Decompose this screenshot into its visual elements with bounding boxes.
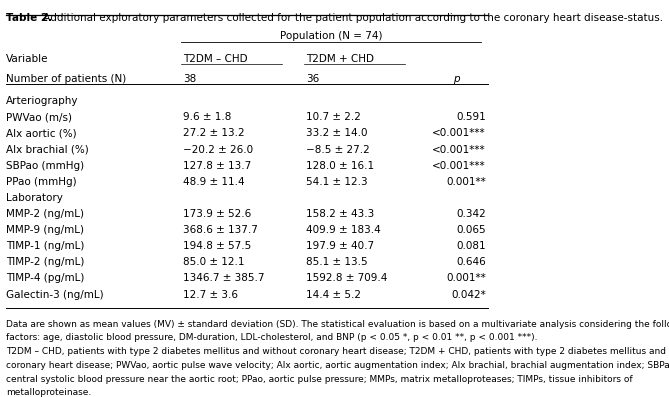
Text: T2DM – CHD, patients with type 2 diabetes mellitus and without coronary heart di: T2DM – CHD, patients with type 2 diabete… <box>6 347 669 356</box>
Text: coronary heart disease; PWVao, aortic pulse wave velocity; Alx aortic, aortic au: coronary heart disease; PWVao, aortic pu… <box>6 361 669 370</box>
Text: 0.001**: 0.001** <box>446 274 486 283</box>
Text: 10.7 ± 2.2: 10.7 ± 2.2 <box>306 112 361 122</box>
Text: −20.2 ± 26.0: −20.2 ± 26.0 <box>183 145 254 154</box>
Text: −8.5 ± 27.2: −8.5 ± 27.2 <box>306 145 370 154</box>
Text: Galectin-3 (ng/mL): Galectin-3 (ng/mL) <box>6 289 104 299</box>
Text: TIMP-1 (ng/mL): TIMP-1 (ng/mL) <box>6 241 85 251</box>
Text: <0.001***: <0.001*** <box>432 145 486 154</box>
Text: 0.065: 0.065 <box>456 225 486 235</box>
Text: 85.1 ± 13.5: 85.1 ± 13.5 <box>306 257 368 267</box>
Text: 194.8 ± 57.5: 194.8 ± 57.5 <box>183 241 252 251</box>
Text: 0.646: 0.646 <box>456 257 486 267</box>
Text: Alx aortic (%): Alx aortic (%) <box>6 129 77 139</box>
Text: Population (N = 74): Population (N = 74) <box>280 31 382 41</box>
Text: central systolic blood pressure near the aortic root; PPao, aortic pulse pressur: central systolic blood pressure near the… <box>6 375 633 384</box>
Text: 1592.8 ± 709.4: 1592.8 ± 709.4 <box>306 274 388 283</box>
Text: 9.6 ± 1.8: 9.6 ± 1.8 <box>183 112 231 122</box>
Text: 0.591: 0.591 <box>456 112 486 122</box>
Text: metalloproteinase.: metalloproteinase. <box>6 388 92 397</box>
Text: 0.001**: 0.001** <box>446 177 486 187</box>
Text: Variable: Variable <box>6 54 49 64</box>
Text: Arteriography: Arteriography <box>6 96 79 106</box>
Text: MMP-2 (ng/mL): MMP-2 (ng/mL) <box>6 209 84 219</box>
Text: 197.9 ± 40.7: 197.9 ± 40.7 <box>306 241 375 251</box>
Text: TIMP-4 (pg/mL): TIMP-4 (pg/mL) <box>6 274 85 283</box>
Text: T2DM – CHD: T2DM – CHD <box>183 54 248 64</box>
Text: 36: 36 <box>306 74 320 84</box>
Text: 38: 38 <box>183 74 197 84</box>
Text: 409.9 ± 183.4: 409.9 ± 183.4 <box>306 225 381 235</box>
Text: 0.342: 0.342 <box>456 209 486 219</box>
Text: Table 2.: Table 2. <box>6 13 52 23</box>
Text: 0.081: 0.081 <box>456 241 486 251</box>
Text: 27.2 ± 13.2: 27.2 ± 13.2 <box>183 129 245 139</box>
Text: 0.042*: 0.042* <box>451 289 486 299</box>
Text: T2DM + CHD: T2DM + CHD <box>306 54 375 64</box>
Text: 368.6 ± 137.7: 368.6 ± 137.7 <box>183 225 258 235</box>
Text: 158.2 ± 43.3: 158.2 ± 43.3 <box>306 209 375 219</box>
Text: 173.9 ± 52.6: 173.9 ± 52.6 <box>183 209 252 219</box>
Text: 54.1 ± 12.3: 54.1 ± 12.3 <box>306 177 368 187</box>
Text: 128.0 ± 16.1: 128.0 ± 16.1 <box>306 161 375 171</box>
Text: PPao (mmHg): PPao (mmHg) <box>6 177 77 187</box>
Text: Alx brachial (%): Alx brachial (%) <box>6 145 89 154</box>
Text: 14.4 ± 5.2: 14.4 ± 5.2 <box>306 289 361 299</box>
Text: MMP-9 (ng/mL): MMP-9 (ng/mL) <box>6 225 84 235</box>
Text: PWVao (m/s): PWVao (m/s) <box>6 112 72 122</box>
Text: Laboratory: Laboratory <box>6 193 63 203</box>
Text: 12.7 ± 3.6: 12.7 ± 3.6 <box>183 289 238 299</box>
Text: 127.8 ± 13.7: 127.8 ± 13.7 <box>183 161 252 171</box>
Text: Number of patients (N): Number of patients (N) <box>6 74 126 84</box>
Text: p: p <box>453 74 460 84</box>
Text: SBPao (mmHg): SBPao (mmHg) <box>6 161 84 171</box>
Text: factors: age, diastolic blood pressure, DM-duration, LDL-cholesterol, and BNP (p: factors: age, diastolic blood pressure, … <box>6 333 538 343</box>
Text: Data are shown as mean values (MV) ± standard deviation (SD). The statistical ev: Data are shown as mean values (MV) ± sta… <box>6 320 669 329</box>
Text: TIMP-2 (ng/mL): TIMP-2 (ng/mL) <box>6 257 85 267</box>
Text: 48.9 ± 11.4: 48.9 ± 11.4 <box>183 177 245 187</box>
Text: <0.001***: <0.001*** <box>432 161 486 171</box>
Text: 1346.7 ± 385.7: 1346.7 ± 385.7 <box>183 274 265 283</box>
Text: 33.2 ± 14.0: 33.2 ± 14.0 <box>306 129 368 139</box>
Text: Additional exploratory parameters collected for the patient population according: Additional exploratory parameters collec… <box>39 13 663 23</box>
Text: <0.001***: <0.001*** <box>432 129 486 139</box>
Text: 85.0 ± 12.1: 85.0 ± 12.1 <box>183 257 245 267</box>
